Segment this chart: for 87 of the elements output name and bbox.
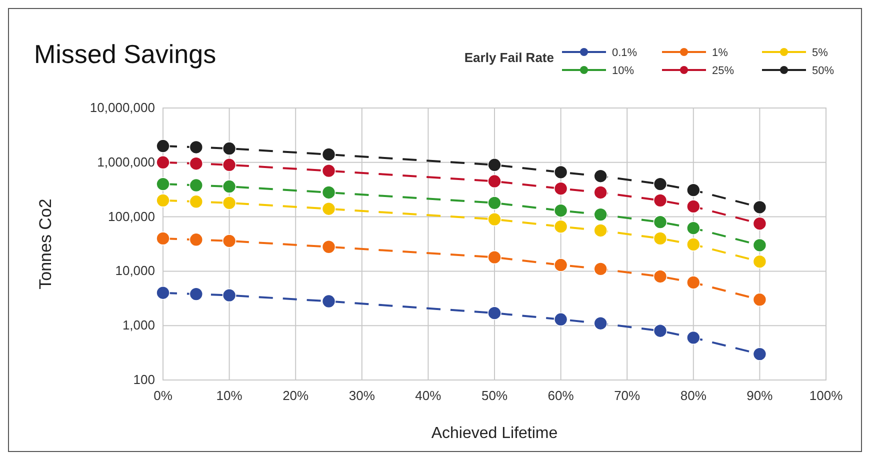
point xyxy=(222,180,236,194)
point xyxy=(156,194,170,208)
point xyxy=(594,262,608,276)
point xyxy=(594,169,608,183)
y-tick-label: 1,000,000 xyxy=(97,154,155,170)
point xyxy=(222,288,236,302)
point xyxy=(653,177,668,191)
x-axis-title: Achieved Lifetime xyxy=(431,425,558,442)
y-tick-label: 10,000,000 xyxy=(90,100,155,115)
x-tick-label: 70% xyxy=(614,388,641,403)
point xyxy=(322,186,336,200)
point xyxy=(322,240,336,254)
point xyxy=(322,164,336,178)
point xyxy=(156,139,170,153)
point xyxy=(594,224,608,238)
point xyxy=(222,234,236,248)
x-tick-label: 40% xyxy=(415,388,442,403)
point xyxy=(488,250,502,264)
point xyxy=(189,140,204,154)
legend-label: 50% xyxy=(812,65,834,77)
point xyxy=(488,158,502,172)
point xyxy=(322,202,336,216)
point xyxy=(686,200,700,214)
x-tick-label: 50% xyxy=(481,388,508,403)
point xyxy=(686,276,700,290)
point xyxy=(554,258,568,272)
y-tick-label: 10,000 xyxy=(115,263,155,278)
point xyxy=(653,215,668,229)
x-tick-label: 60% xyxy=(548,388,574,403)
point xyxy=(554,220,568,234)
point xyxy=(222,196,236,210)
point xyxy=(322,294,336,308)
point xyxy=(189,232,204,247)
y-axis-title: Tonnes Co2 xyxy=(36,198,55,290)
point xyxy=(488,306,502,320)
y-tick-label: 1,000 xyxy=(122,318,155,333)
point xyxy=(653,194,668,208)
point xyxy=(752,292,767,307)
point xyxy=(189,287,204,301)
point xyxy=(686,183,700,197)
point xyxy=(554,312,568,326)
point xyxy=(686,330,700,345)
x-tick-label: 100% xyxy=(809,388,844,403)
legend-title: Early Fail Rate xyxy=(464,50,554,65)
x-tick-label: 20% xyxy=(282,388,310,403)
point xyxy=(222,158,236,172)
point xyxy=(752,347,767,361)
point xyxy=(752,216,767,230)
y-tick-label: 100,000 xyxy=(108,208,155,224)
x-tick-label: 90% xyxy=(746,388,774,403)
point xyxy=(189,194,204,209)
point xyxy=(594,208,608,222)
point xyxy=(653,270,668,284)
point xyxy=(488,174,502,188)
x-tick-label: 30% xyxy=(348,388,376,403)
point xyxy=(686,238,700,252)
x-tick-label: 10% xyxy=(216,388,243,403)
point xyxy=(488,212,502,226)
point xyxy=(156,232,170,246)
point xyxy=(554,165,568,180)
point xyxy=(686,221,700,235)
chart-title: Missed Savings xyxy=(34,39,216,69)
x-tick-label: 0% xyxy=(154,388,173,403)
point xyxy=(653,232,668,246)
point xyxy=(653,324,668,338)
point xyxy=(322,148,336,162)
y-tick-label: 100 xyxy=(133,372,155,387)
point xyxy=(752,238,767,252)
point xyxy=(488,196,502,210)
point xyxy=(752,200,767,214)
point xyxy=(752,254,767,269)
point xyxy=(189,156,204,171)
point xyxy=(189,178,204,192)
legend-label: 25% xyxy=(712,65,734,77)
legend-label: 10% xyxy=(612,65,634,77)
point xyxy=(156,156,170,170)
point xyxy=(594,316,608,330)
point xyxy=(554,204,568,218)
point xyxy=(554,182,568,196)
legend-label: 0.1% xyxy=(612,47,638,59)
point xyxy=(222,142,236,156)
point xyxy=(156,177,170,191)
legend-label: 5% xyxy=(812,47,828,59)
x-tick-label: 80% xyxy=(680,388,707,403)
point xyxy=(594,186,608,200)
point xyxy=(156,286,170,300)
legend-label: 1% xyxy=(712,47,728,59)
